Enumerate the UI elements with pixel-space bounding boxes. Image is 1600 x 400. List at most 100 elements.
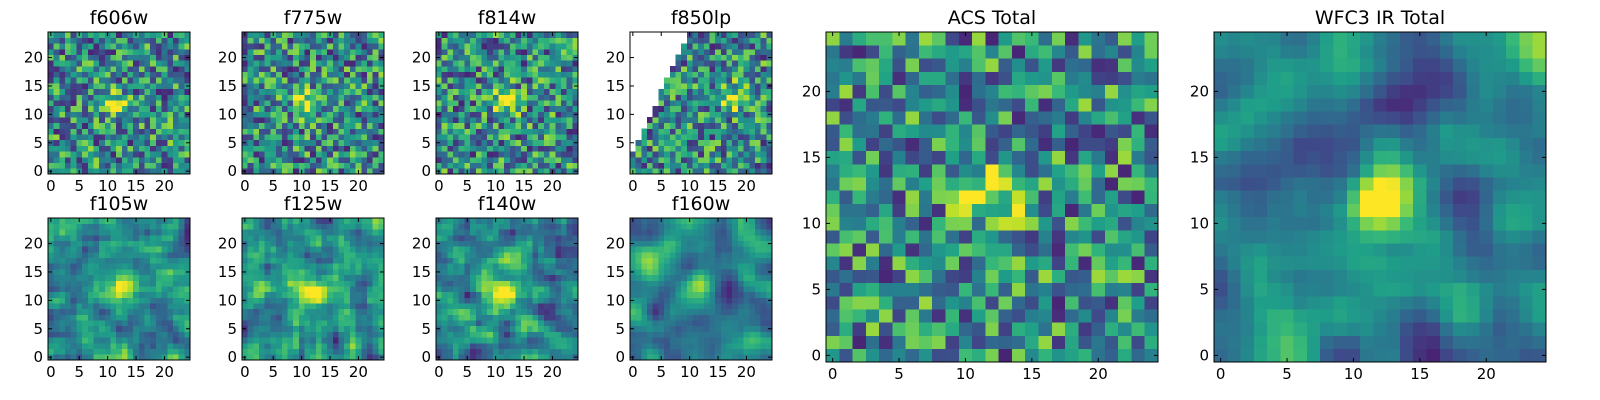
heatmap-cell — [532, 229, 539, 236]
heatmap-cell — [281, 117, 288, 124]
heatmap-cell — [82, 325, 89, 332]
heatmap-cell — [641, 151, 648, 158]
heatmap-cell — [453, 246, 460, 253]
heatmap-cell — [310, 257, 317, 264]
heatmap-cell — [287, 286, 294, 293]
heatmap-cell — [264, 54, 271, 61]
heatmap-cell — [664, 145, 671, 152]
heatmap-cell — [327, 229, 334, 236]
heatmap-cell — [361, 151, 368, 158]
heatmap-cell — [93, 94, 100, 101]
heatmap-cell — [70, 297, 77, 304]
heatmap-cell — [133, 88, 140, 95]
heatmap-cell — [709, 320, 716, 327]
heatmap-cell — [121, 314, 128, 321]
heatmap-cell — [104, 263, 111, 270]
heatmap-cell — [127, 111, 134, 118]
heatmap-cell — [515, 156, 522, 163]
heatmap-cell — [453, 162, 460, 169]
heatmap-cell — [475, 320, 482, 327]
heatmap-cell — [310, 263, 317, 270]
heatmap-cell — [332, 117, 339, 124]
heatmap-cell — [304, 122, 311, 129]
heatmap-cell — [635, 263, 642, 270]
heatmap-cell — [315, 291, 322, 298]
x-tick-label: 5 — [268, 363, 278, 381]
heatmap-cell — [178, 122, 185, 129]
heatmap-cell — [743, 303, 750, 310]
heatmap-cell — [53, 32, 60, 38]
heatmap-cell — [161, 280, 168, 287]
heatmap-cell — [681, 139, 688, 146]
heatmap-cell — [760, 257, 767, 264]
heatmap-cell — [658, 151, 665, 158]
heatmap-cell — [321, 274, 328, 281]
heatmap-cell — [167, 218, 174, 224]
heatmap-cell — [664, 117, 671, 124]
heatmap-cell — [110, 348, 117, 355]
heatmap-cell — [526, 105, 533, 112]
heatmap-cell — [184, 280, 191, 287]
heatmap-cell — [76, 246, 83, 253]
heatmap-cell — [121, 145, 128, 152]
heatmap-cell — [155, 49, 162, 56]
heatmap-cell — [681, 77, 688, 84]
heatmap-cell — [167, 331, 174, 338]
heatmap-cell — [732, 297, 739, 304]
heatmap-cell — [658, 94, 665, 101]
heatmap-cell — [652, 274, 659, 281]
heatmap-cell — [532, 348, 539, 355]
heatmap-cell — [99, 117, 106, 124]
heatmap-cell — [475, 354, 482, 361]
heatmap-cell — [737, 286, 744, 293]
heatmap-cell — [270, 151, 277, 158]
heatmap-cell — [99, 354, 106, 361]
heatmap-cell — [475, 66, 482, 73]
heatmap-cell — [150, 314, 157, 321]
heatmap-cell — [338, 280, 345, 287]
heatmap-cell — [749, 280, 756, 287]
heatmap-cell — [652, 314, 659, 321]
heatmap-cell — [161, 223, 168, 230]
heatmap-cell — [726, 128, 733, 135]
heatmap-cell — [669, 354, 676, 361]
heatmap-cell — [82, 77, 89, 84]
heatmap-cell — [737, 94, 744, 101]
heatmap-cell — [566, 83, 573, 90]
heatmap-cell — [310, 303, 317, 310]
heatmap-cell — [87, 286, 94, 293]
heatmap-cell — [560, 240, 567, 247]
heatmap-cell — [242, 291, 248, 298]
heatmap-cell — [378, 100, 385, 107]
heatmap-cell — [498, 100, 505, 107]
heatmap-cell — [441, 117, 448, 124]
heatmap-cell — [338, 94, 345, 101]
heatmap-cell — [566, 77, 573, 84]
heatmap-cell — [167, 162, 174, 169]
heatmap-cell — [253, 134, 260, 141]
heatmap-cell — [361, 66, 368, 73]
heatmap-cell — [270, 43, 277, 50]
heatmap-cell — [116, 354, 123, 361]
heatmap-cell — [93, 246, 100, 253]
heatmap-cell — [276, 105, 283, 112]
heatmap-cell — [59, 100, 66, 107]
heatmap-cell — [310, 252, 317, 259]
heatmap-cell — [321, 308, 328, 315]
heatmap-cell — [167, 43, 174, 50]
heatmap-cell — [167, 223, 174, 230]
heatmap-cell — [658, 274, 665, 281]
heatmap-cell — [675, 122, 682, 129]
heatmap-cell — [732, 274, 739, 281]
heatmap-cell — [155, 297, 162, 304]
heatmap-cell — [749, 49, 756, 56]
heatmap-cell — [726, 342, 733, 349]
heatmap-cell — [549, 229, 556, 236]
heatmap-cell — [543, 122, 550, 129]
heatmap-cell — [754, 139, 761, 146]
heatmap-cell — [104, 246, 111, 253]
heatmap-cell — [509, 162, 516, 169]
heatmap-cell — [344, 337, 351, 344]
y-tick-label: 20 — [412, 49, 431, 67]
heatmap-cell — [338, 105, 345, 112]
